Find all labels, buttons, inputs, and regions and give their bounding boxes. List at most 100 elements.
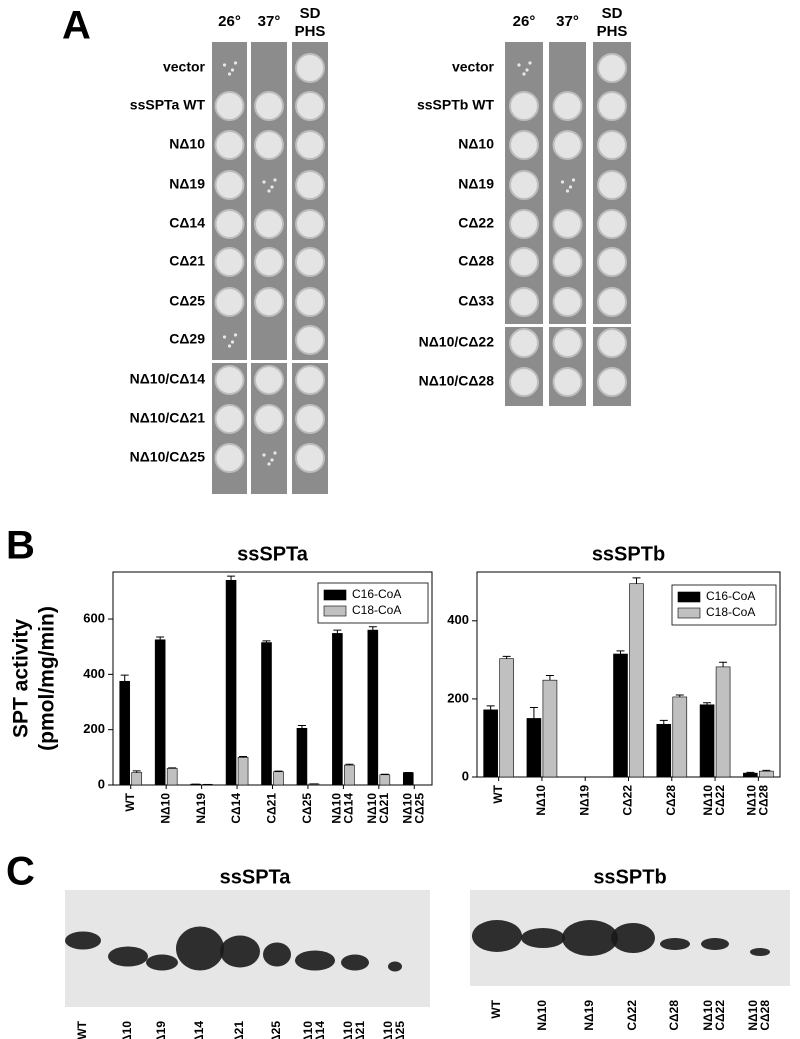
strain-label: NΔ10	[458, 136, 494, 152]
bar	[483, 709, 498, 778]
yeast-spot	[254, 247, 284, 277]
panel-letter: A	[62, 4, 91, 48]
protein-band	[701, 938, 729, 950]
error-bar	[262, 640, 271, 643]
protein-band	[611, 923, 655, 953]
yeast-spot	[552, 367, 583, 397]
yeast-spot	[254, 91, 284, 121]
bar	[131, 772, 143, 786]
yeast-spot	[295, 365, 325, 395]
lane-label: NΔ19	[154, 1021, 168, 1039]
strain-label: ssSPTb WT	[417, 97, 494, 113]
bar	[119, 680, 131, 786]
yeast-spot	[254, 365, 284, 395]
column-header: 26°	[513, 13, 536, 30]
error-bar	[529, 706, 538, 719]
error-bar	[120, 674, 129, 682]
strain-label: CΔ21	[169, 253, 205, 269]
lane-label: CΔ28	[667, 1000, 681, 1031]
x-tick-label: CΔ21	[377, 793, 391, 824]
protein-band	[176, 926, 224, 971]
strain-label: NΔ10/CΔ21	[130, 410, 206, 426]
yeast-colony	[267, 462, 271, 466]
protein-band	[263, 942, 291, 967]
yeast-colony	[270, 458, 274, 462]
yeast-colony	[222, 63, 227, 67]
x-tick-label: CΔ14	[229, 793, 243, 824]
yeast-spot	[214, 443, 245, 473]
yeast-spot	[214, 247, 245, 277]
lane-label: NΔ10	[535, 1000, 549, 1031]
column-header: SD	[602, 5, 623, 22]
yeast-spot	[254, 404, 284, 434]
error-bar	[239, 756, 248, 758]
strain-label: NΔ10/CΔ22	[419, 334, 495, 350]
bar	[344, 764, 355, 786]
chart-title: ssSPTb	[592, 543, 665, 565]
yeast-colony	[230, 68, 235, 72]
yeast-spot	[214, 91, 245, 121]
yeast-spot	[254, 209, 284, 239]
bar	[261, 642, 272, 786]
strain-label: NΔ10/CΔ25	[130, 449, 206, 465]
error-bar	[502, 655, 511, 659]
strain-label: NΔ19	[458, 176, 494, 192]
yeast-colony	[517, 63, 521, 67]
yeast-colony	[273, 178, 277, 182]
y-tick-label: 400	[83, 666, 105, 681]
strain-label: CΔ28	[458, 253, 494, 269]
column-header: 26°	[218, 13, 241, 30]
x-tick-label: CΔ22	[621, 785, 635, 816]
lane-label: CΔ14	[313, 1021, 327, 1039]
x-tick-label: WT	[123, 792, 137, 811]
column-header: SD	[300, 5, 321, 22]
x-tick-label: CΔ25	[300, 793, 314, 824]
error-bar	[168, 767, 177, 769]
yeast-spot	[597, 287, 627, 317]
bar	[296, 727, 308, 786]
legend-label: C16-CoA	[352, 587, 401, 601]
y-axis-label: SPT activity	[10, 619, 33, 738]
legend-swatch	[323, 605, 347, 617]
yeast-spot	[295, 287, 325, 317]
yeast-colony	[273, 451, 277, 455]
strain-label: CΔ25	[169, 293, 205, 309]
legend-label: C16-CoA	[706, 589, 755, 603]
error-bar	[632, 577, 641, 584]
yeast-colony	[230, 340, 235, 344]
yeast-colony	[568, 185, 573, 189]
protein-band	[521, 928, 565, 948]
yeast-spot	[552, 287, 583, 317]
strain-label: NΔ10/CΔ28	[419, 373, 495, 389]
strain-label: CΔ33	[458, 293, 494, 309]
lane-label: NΔ10	[381, 1021, 395, 1039]
yeast-spot	[597, 170, 627, 200]
bar	[743, 772, 758, 778]
blot-title: ssSPTb	[593, 866, 666, 888]
y-axis-label: (pmol/mg/min)	[36, 606, 59, 751]
legend-swatch	[677, 607, 701, 619]
legend-label: C18-CoA	[352, 603, 401, 617]
x-tick-label: NΔ10	[701, 785, 715, 816]
y-tick-label: 0	[462, 768, 469, 783]
x-tick-label: CΔ28	[757, 785, 771, 816]
y-tick-label: 200	[447, 690, 469, 705]
protein-band	[472, 920, 522, 952]
lane-label: NΔ10	[341, 1021, 355, 1039]
yeast-spot	[509, 247, 539, 277]
lane-label: CΔ22	[713, 1000, 727, 1031]
yeast-spot	[214, 365, 245, 395]
chart-title: ssSPTa	[237, 543, 309, 565]
lane-label: CΔ25	[393, 1021, 407, 1039]
error-bar	[719, 661, 728, 667]
x-tick-label: CΔ21	[265, 793, 279, 824]
yeast-spot	[509, 170, 539, 200]
yeast-spot	[509, 367, 539, 397]
yeast-spot	[509, 91, 539, 121]
protein-band	[660, 938, 690, 950]
yeast-spot	[254, 130, 284, 160]
lane-label: NΔ10	[301, 1021, 315, 1039]
x-tick-label: CΔ28	[664, 785, 678, 816]
yeast-colony	[525, 68, 529, 72]
lane-label: NΔ10	[701, 1000, 715, 1031]
